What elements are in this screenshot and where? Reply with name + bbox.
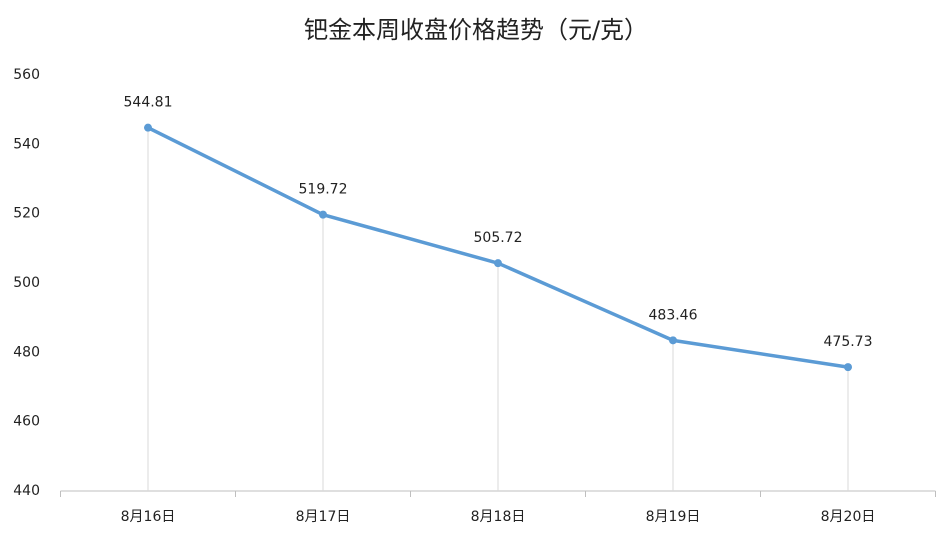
data-point bbox=[844, 363, 852, 372]
x-tick-label: 8月19日 bbox=[646, 509, 701, 525]
data-point bbox=[144, 123, 152, 132]
data-point bbox=[494, 259, 502, 268]
data-label: 519.72 bbox=[299, 182, 348, 198]
y-tick-label: 540 bbox=[13, 136, 40, 152]
data-label: 475.73 bbox=[824, 334, 873, 350]
data-point bbox=[319, 210, 327, 219]
data-point bbox=[669, 336, 677, 345]
data-label: 505.72 bbox=[474, 230, 523, 246]
y-tick-label: 560 bbox=[13, 67, 40, 83]
x-tick-label: 8月18日 bbox=[471, 509, 526, 525]
chart-title: 钯金本周收盘价格趋势（元/克） bbox=[304, 16, 648, 44]
x-tick-label: 8月16日 bbox=[121, 509, 176, 525]
y-tick-label: 460 bbox=[13, 414, 40, 430]
y-tick-label: 500 bbox=[13, 275, 40, 291]
x-tick-label: 8月17日 bbox=[296, 509, 351, 525]
y-tick-label: 440 bbox=[13, 483, 40, 499]
y-tick-label: 480 bbox=[13, 344, 40, 360]
y-tick-label: 520 bbox=[13, 206, 40, 222]
x-tick-label: 8月20日 bbox=[821, 509, 876, 525]
data-label: 483.46 bbox=[649, 307, 698, 323]
data-label: 544.81 bbox=[124, 95, 173, 111]
